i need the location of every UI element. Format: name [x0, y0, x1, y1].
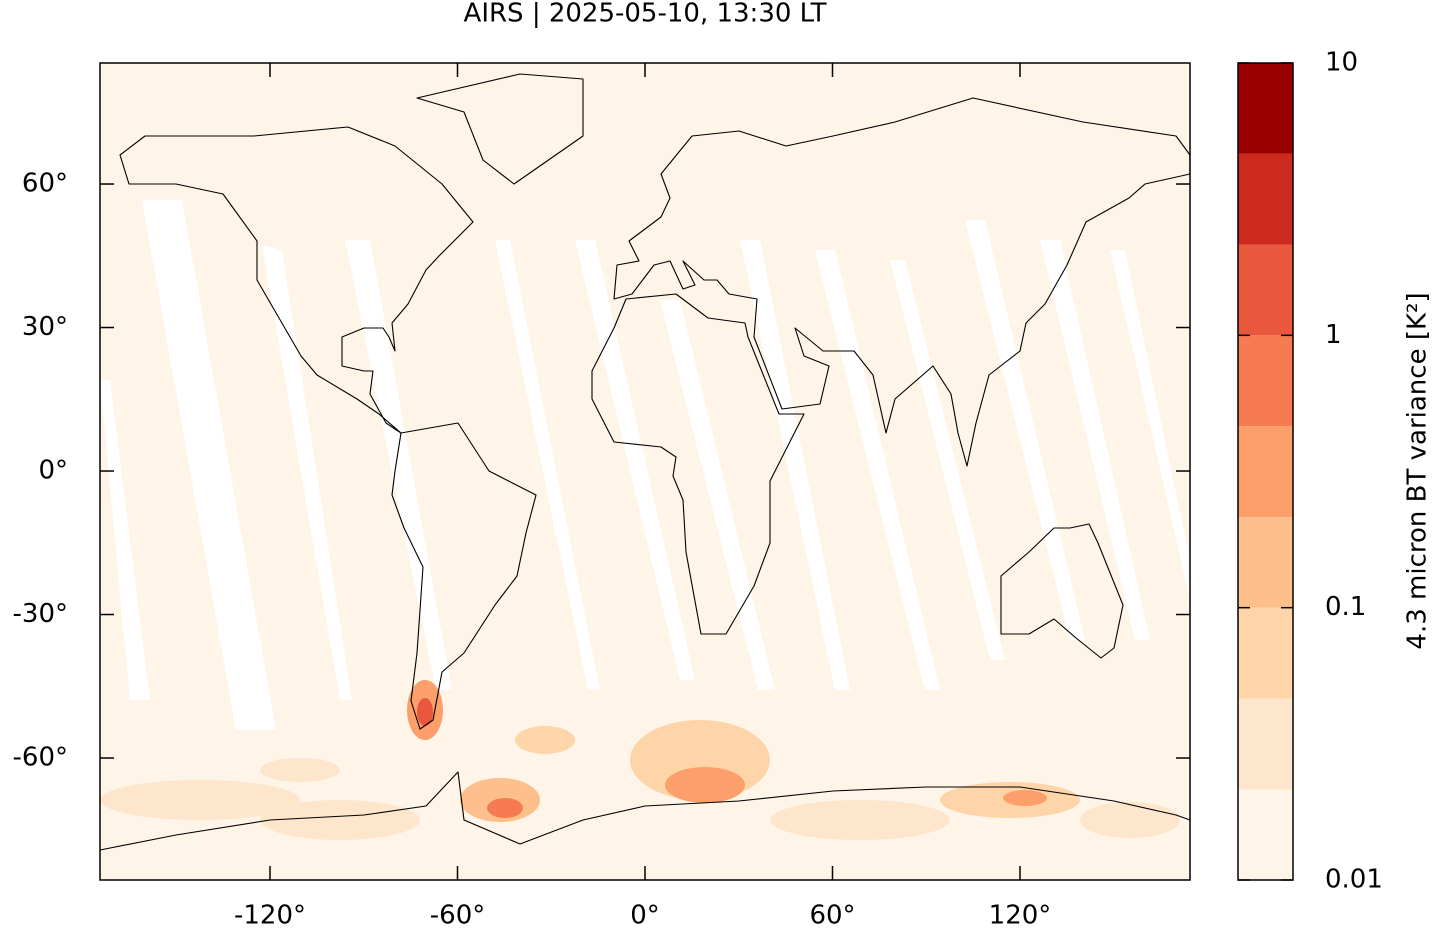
x-tick-label: -120° [234, 901, 306, 930]
swath-gap [495, 240, 600, 690]
y-tick-label: 60° [22, 169, 68, 199]
swath-gap [142, 200, 276, 730]
coastline [613, 97, 1191, 467]
colorbar-segment [1238, 244, 1293, 336]
y-tick-label: -30° [13, 599, 68, 629]
colorbar-frame [1237, 62, 1294, 881]
coastline [391, 422, 537, 730]
swath-gap [740, 240, 850, 690]
data-gaps [100, 200, 1190, 730]
x-tick-label: 120° [989, 901, 1052, 930]
colorbar-tick-label: 0.01 [1325, 865, 1383, 895]
swath-gap [1040, 240, 1150, 640]
swath-gap [100, 380, 150, 700]
swath-gap [815, 250, 940, 690]
swath-gap [262, 245, 352, 700]
colorbar-label: 4.3 micron BT variance [K²] [1403, 292, 1433, 649]
coastline [591, 293, 805, 635]
x-tick-label: -60° [430, 901, 485, 930]
colorbar-segment [1238, 698, 1293, 790]
y-tick-label: 30° [22, 312, 68, 342]
coastline [416, 73, 584, 185]
variance-patches [100, 680, 1180, 840]
coastlines [99, 73, 1191, 851]
colorbar-segment [1238, 335, 1293, 427]
coastline [119, 126, 474, 434]
colorbar-segment [1238, 607, 1293, 699]
map [99, 62, 1191, 881]
swath-gap [660, 300, 775, 690]
colorbar-segment [1238, 153, 1293, 245]
swath-gap [1110, 250, 1190, 600]
swath-gap [965, 220, 1085, 640]
y-tick-label: -60° [13, 743, 68, 773]
swath-gap [345, 240, 452, 690]
colorbar-tick-label: 10 [1325, 48, 1358, 78]
chart-title: AIRS | 2025-05-10, 13:30 LT [464, 0, 827, 29]
colorbar-tick-label: 1 [1325, 320, 1342, 350]
x-tick-label: 0° [630, 901, 660, 930]
y-tick-label: 0° [38, 456, 68, 486]
colorbar-segment [1238, 63, 1293, 154]
coastline [99, 771, 1191, 851]
colorbar-segment [1238, 789, 1293, 880]
coastline [1000, 523, 1124, 659]
colorbar-segment [1238, 426, 1293, 518]
colorbar-tick-label: 0.1 [1325, 592, 1366, 622]
colorbar [1238, 63, 1293, 880]
swath-gap [575, 240, 695, 680]
colorbar-segment [1238, 517, 1293, 608]
swath-gap [890, 260, 1005, 660]
x-tick-label: 60° [809, 901, 855, 930]
